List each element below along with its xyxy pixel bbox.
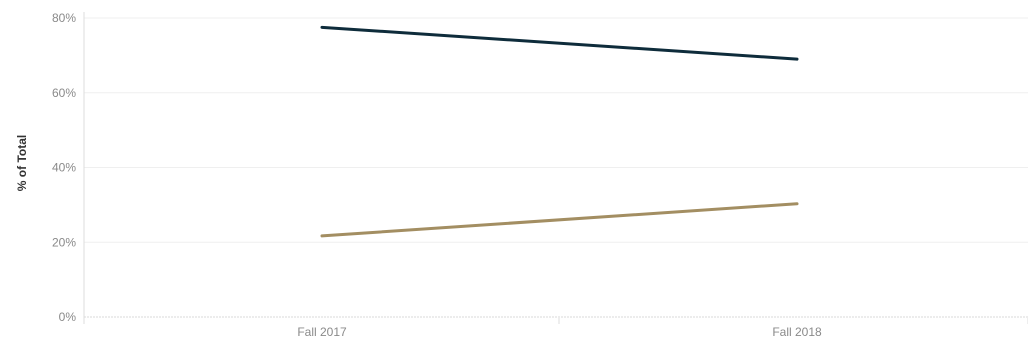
y-tick-label: 40% [52, 161, 76, 175]
x-tick-label: Fall 2017 [297, 325, 347, 339]
x-tick-label: Fall 2018 [772, 325, 822, 339]
y-tick-label: 20% [52, 235, 76, 249]
series-line-2 [320, 202, 799, 238]
axes [83, 12, 1028, 324]
y-axis-title: % of Total [15, 135, 29, 191]
y-tick-label: 80% [52, 11, 76, 25]
series-line-1 [320, 25, 799, 61]
x-tick-labels: Fall 2017 Fall 2018 [297, 325, 822, 339]
y-tick-label: 60% [52, 86, 76, 100]
y-tick-label: 0% [59, 310, 77, 324]
series-lines [320, 25, 799, 238]
y-tick-labels: 0% 20% 40% 60% 80% [52, 11, 76, 324]
gridlines [84, 17, 1028, 243]
